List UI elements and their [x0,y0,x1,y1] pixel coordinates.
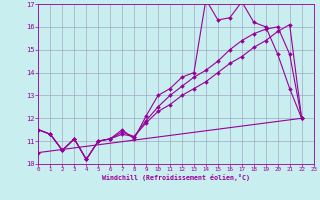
X-axis label: Windchill (Refroidissement éolien,°C): Windchill (Refroidissement éolien,°C) [102,174,250,181]
